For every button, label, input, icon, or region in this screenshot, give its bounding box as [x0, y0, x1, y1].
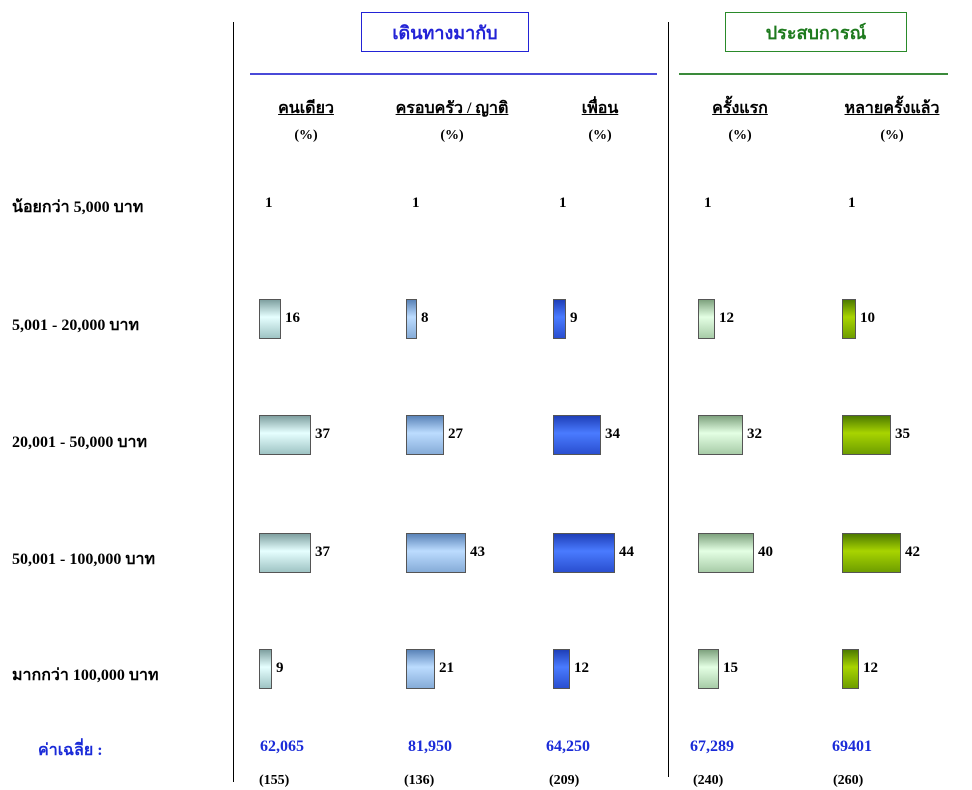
bar-family-row-3 — [406, 415, 444, 455]
average-first: 67,289 — [690, 738, 734, 755]
group-travel-box: เดินทางมากับ — [361, 12, 529, 52]
group-travel-underline — [250, 73, 657, 75]
column-unit-family: (%) — [440, 128, 464, 143]
value-label-first-row-1: 1 — [704, 195, 712, 211]
value-label-friends-row-2: 9 — [570, 310, 578, 326]
value-label-alone-row-3: 37 — [315, 426, 330, 442]
column-header-repeat: หลายครั้งแล้ว — [844, 100, 940, 117]
value-label-first-row-4: 40 — [758, 544, 773, 560]
bar-repeat-row-3 — [842, 415, 891, 455]
sample-size-first: (240) — [693, 773, 724, 788]
row-label-4: 50,001 - 100,000 บาท — [12, 551, 156, 568]
value-label-friends-row-3: 34 — [605, 426, 620, 442]
column-unit-repeat: (%) — [880, 128, 904, 143]
column-header-family: ครอบครัว / ญาติ — [395, 100, 509, 117]
value-label-family-row-3: 27 — [448, 426, 463, 442]
average-friends: 64,250 — [546, 738, 590, 755]
bar-friends-row-3 — [553, 415, 601, 455]
group-experience-underline — [679, 73, 948, 75]
value-label-family-row-1: 1 — [412, 195, 420, 211]
value-label-family-row-5: 21 — [439, 660, 454, 676]
bar-family-row-4 — [406, 533, 466, 573]
group-experience-label: ประสบการณ์ — [765, 22, 867, 43]
sample-size-family: (136) — [404, 773, 435, 788]
bar-repeat-row-2 — [842, 299, 856, 339]
value-label-friends-row-5: 12 — [574, 660, 589, 676]
group-divider — [668, 22, 669, 777]
value-label-friends-row-4: 44 — [619, 544, 634, 560]
bar-friends-row-2 — [553, 299, 566, 339]
value-label-first-row-3: 32 — [747, 426, 762, 442]
column-unit-alone: (%) — [294, 128, 318, 143]
value-label-family-row-2: 8 — [421, 310, 429, 326]
row-label-2: 5,001 - 20,000 บาท — [12, 317, 140, 334]
value-label-repeat-row-3: 35 — [895, 426, 910, 442]
value-label-repeat-row-4: 42 — [905, 544, 920, 560]
column-header-friends: เพื่อน — [581, 100, 619, 117]
group-travel-label: เดินทางมากับ — [392, 22, 498, 43]
bar-first-row-4 — [698, 533, 754, 573]
row-label-1: น้อยกว่า 5,000 บาท — [12, 199, 144, 216]
row-label-5: มากกว่า 100,000 บาท — [12, 667, 159, 684]
value-label-alone-row-5: 9 — [276, 660, 284, 676]
sample-size-friends: (209) — [549, 773, 580, 788]
bar-family-row-2 — [406, 299, 417, 339]
value-label-family-row-4: 43 — [470, 544, 485, 560]
value-label-first-row-5: 15 — [723, 660, 738, 676]
average-alone: 62,065 — [260, 738, 304, 755]
value-label-alone-row-4: 37 — [315, 544, 330, 560]
group-experience-box: ประสบการณ์ — [725, 12, 907, 52]
bar-friends-row-5 — [553, 649, 570, 689]
column-header-first: ครั้งแรก — [712, 100, 768, 117]
sample-size-repeat: (260) — [833, 773, 864, 788]
average-family: 81,950 — [408, 738, 452, 755]
bar-repeat-row-5 — [842, 649, 859, 689]
column-header-alone: คนเดียว — [278, 100, 334, 117]
row-label-3: 20,001 - 50,000 บาท — [12, 434, 148, 451]
value-label-alone-row-2: 16 — [285, 310, 300, 326]
bar-alone-row-2 — [259, 299, 281, 339]
bar-first-row-2 — [698, 299, 715, 339]
bar-alone-row-5 — [259, 649, 272, 689]
value-label-first-row-2: 12 — [719, 310, 734, 326]
value-label-repeat-row-2: 10 — [860, 310, 875, 326]
value-label-repeat-row-5: 12 — [863, 660, 878, 676]
value-label-friends-row-1: 1 — [559, 195, 567, 211]
value-label-alone-row-1: 1 — [265, 195, 273, 211]
bar-friends-row-4 — [553, 533, 615, 573]
column-unit-first: (%) — [728, 128, 752, 143]
left-divider — [233, 22, 234, 782]
value-label-repeat-row-1: 1 — [848, 195, 856, 211]
bar-alone-row-3 — [259, 415, 311, 455]
bar-first-row-5 — [698, 649, 719, 689]
column-unit-friends: (%) — [588, 128, 612, 143]
sample-size-alone: (155) — [259, 773, 290, 788]
bar-alone-row-4 — [259, 533, 311, 573]
average-label: ค่าเฉลี่ย : — [38, 742, 103, 759]
bar-repeat-row-4 — [842, 533, 901, 573]
bar-family-row-5 — [406, 649, 435, 689]
average-repeat: 69401 — [832, 738, 872, 755]
bar-first-row-3 — [698, 415, 743, 455]
